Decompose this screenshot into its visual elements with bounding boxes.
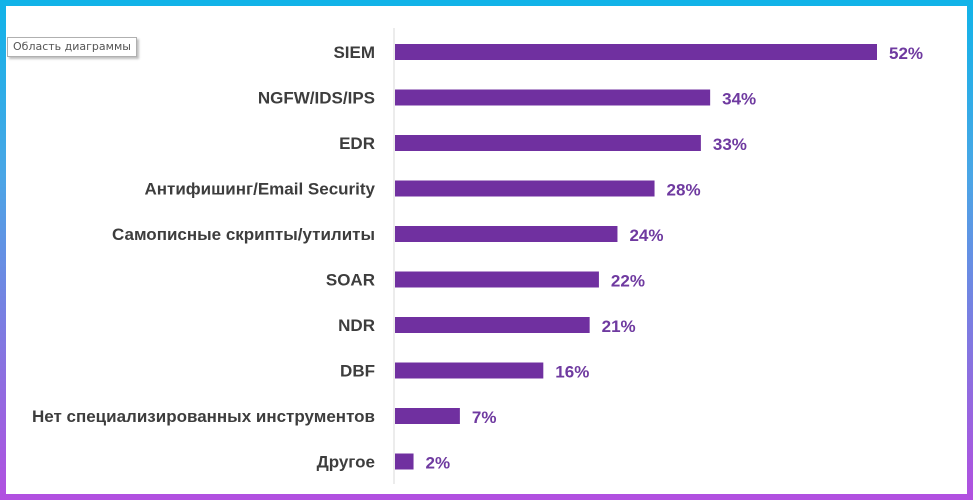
- bars-group: SIEM 52% NGFW/IDS/IPS 34% EDR 33% Антифишинг/E…: [32, 43, 923, 473]
- value-label-0: 52%: [889, 44, 923, 63]
- value-label-7: 16%: [555, 363, 589, 382]
- value-label-4: 24%: [629, 226, 663, 245]
- chart-area[interactable]: [6, 6, 967, 494]
- chart-area-tooltip: Область диаграммы: [7, 37, 137, 57]
- bar-4[interactable]: [395, 226, 618, 242]
- bar-1[interactable]: [395, 89, 711, 106]
- bar-9[interactable]: [395, 453, 414, 470]
- value-label-5: 22%: [611, 272, 645, 291]
- value-label-1: 34%: [722, 90, 756, 109]
- category-label-0: SIEM: [333, 43, 375, 62]
- category-label-2: EDR: [339, 134, 375, 153]
- bar-0[interactable]: [395, 44, 877, 60]
- value-label-6: 21%: [602, 317, 636, 336]
- category-label-7: DBF: [340, 362, 375, 381]
- category-label-1: NGFW/IDS/IPS: [258, 89, 375, 108]
- bar-5[interactable]: [395, 271, 599, 288]
- category-label-5: SOAR: [326, 271, 375, 290]
- value-label-9: 2%: [426, 454, 451, 473]
- value-label-8: 7%: [472, 408, 497, 427]
- value-label-3: 28%: [667, 181, 701, 200]
- category-label-6: NDR: [338, 316, 375, 335]
- category-label-4: Самописные скрипты/утилиты: [112, 225, 375, 244]
- bar-8[interactable]: [395, 408, 460, 424]
- category-label-3: Антифишинг/Email Security: [144, 180, 375, 199]
- bar-3[interactable]: [395, 180, 655, 197]
- bar-6[interactable]: [395, 317, 590, 333]
- bar-7[interactable]: [395, 362, 544, 379]
- category-label-8: Нет специализированных инструментов: [32, 407, 375, 426]
- category-label-9: Другое: [317, 453, 375, 472]
- value-label-2: 33%: [713, 135, 747, 154]
- bar-2[interactable]: [395, 135, 701, 151]
